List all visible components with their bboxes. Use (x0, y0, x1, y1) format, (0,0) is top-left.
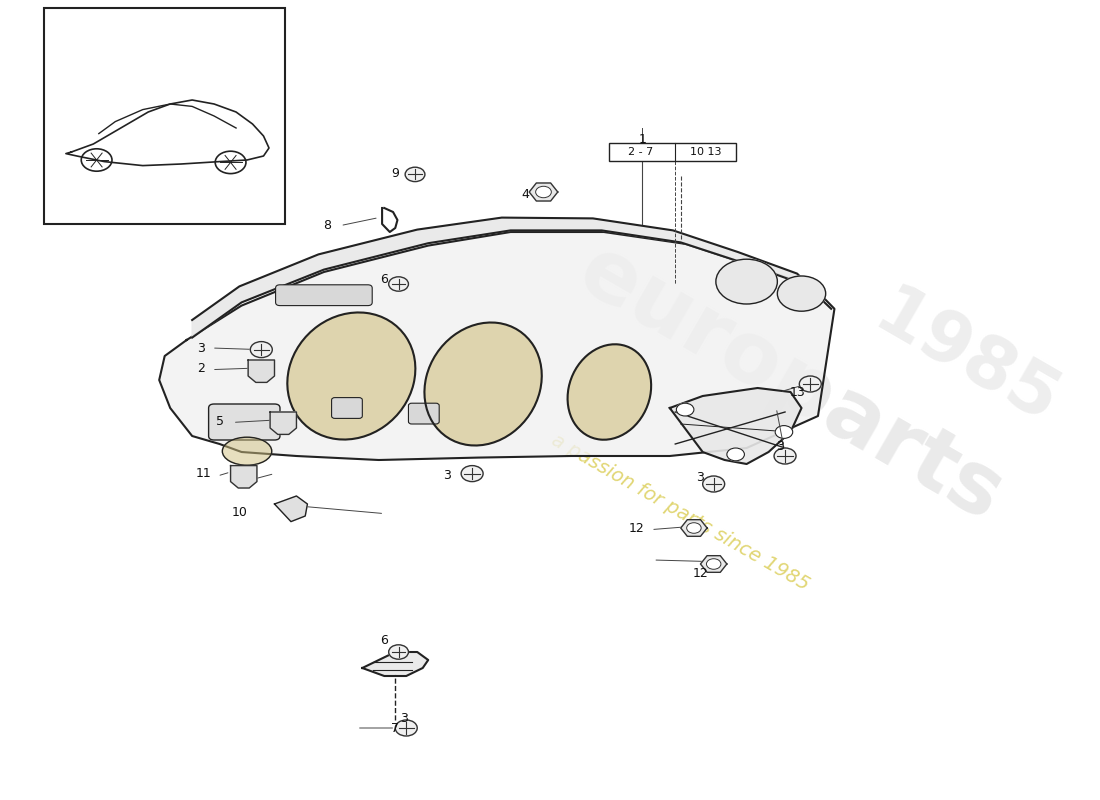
Circle shape (461, 466, 483, 482)
Circle shape (395, 720, 417, 736)
Polygon shape (362, 652, 428, 676)
Polygon shape (192, 218, 832, 338)
Circle shape (388, 277, 408, 291)
Polygon shape (681, 520, 707, 536)
Polygon shape (249, 360, 275, 382)
Text: 13: 13 (789, 386, 805, 398)
FancyBboxPatch shape (331, 398, 362, 418)
Circle shape (716, 259, 778, 304)
Circle shape (727, 448, 745, 461)
Bar (44, 8, 286, 224)
Text: 11: 11 (195, 467, 211, 480)
FancyBboxPatch shape (209, 404, 280, 440)
Text: 1: 1 (638, 133, 646, 146)
Text: 2: 2 (197, 362, 205, 374)
Circle shape (251, 342, 273, 358)
Text: 12: 12 (693, 567, 708, 580)
Text: 3: 3 (696, 471, 704, 484)
Ellipse shape (425, 322, 542, 446)
Circle shape (388, 645, 408, 659)
Polygon shape (701, 556, 727, 572)
Circle shape (536, 186, 551, 198)
FancyBboxPatch shape (408, 403, 439, 424)
Circle shape (676, 403, 694, 416)
Polygon shape (275, 496, 307, 522)
Circle shape (776, 426, 793, 438)
Text: 10 13: 10 13 (690, 147, 722, 157)
Polygon shape (160, 232, 835, 460)
Circle shape (800, 376, 822, 392)
Text: 3: 3 (443, 469, 451, 482)
Circle shape (706, 558, 721, 570)
FancyBboxPatch shape (276, 285, 372, 306)
Text: europarts: europarts (563, 229, 1018, 539)
Text: 3: 3 (776, 440, 783, 453)
Ellipse shape (287, 313, 416, 439)
Polygon shape (271, 412, 296, 434)
Text: 2 - 7: 2 - 7 (628, 147, 653, 157)
Text: 6: 6 (381, 634, 388, 646)
Text: 7: 7 (392, 722, 399, 734)
Ellipse shape (568, 344, 651, 440)
Circle shape (774, 448, 796, 464)
Text: 1985: 1985 (862, 280, 1070, 440)
Text: 12: 12 (629, 522, 645, 534)
Circle shape (686, 522, 701, 534)
Bar (609, 143, 736, 161)
Polygon shape (231, 466, 257, 488)
Text: 6: 6 (381, 273, 388, 286)
Text: 3: 3 (400, 712, 408, 725)
Circle shape (778, 276, 826, 311)
Circle shape (405, 167, 425, 182)
Text: 5: 5 (216, 415, 223, 428)
Circle shape (703, 476, 725, 492)
Polygon shape (529, 183, 558, 201)
Text: 3: 3 (197, 342, 205, 354)
Ellipse shape (222, 437, 272, 466)
Polygon shape (670, 388, 802, 464)
Text: 10: 10 (231, 506, 248, 518)
Text: 4: 4 (521, 188, 529, 201)
Text: 8: 8 (323, 219, 331, 232)
Text: 9: 9 (392, 167, 399, 180)
Text: a passion for parts since 1985: a passion for parts since 1985 (549, 430, 813, 594)
